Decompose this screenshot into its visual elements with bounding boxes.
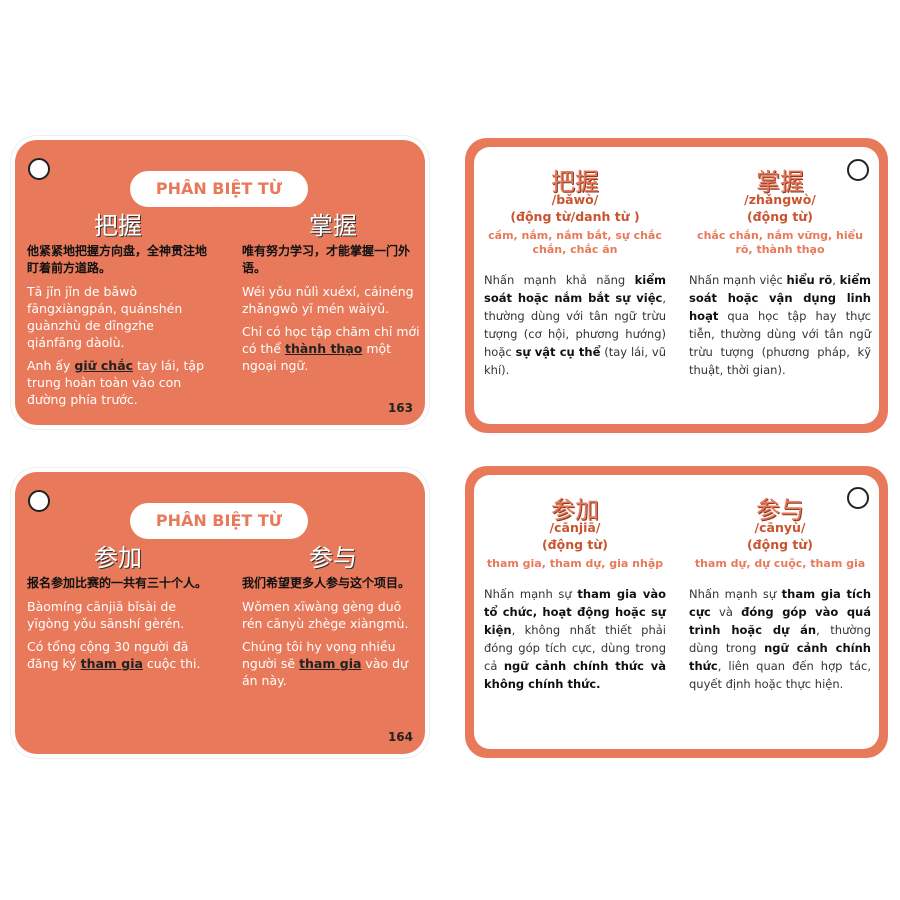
example-vietnamese: Chỉ có học tập chăm chỉ mới có thể thành… [242,323,424,374]
hanzi: 参与 [756,496,804,524]
text-run: Nhấn mạnh việc [689,273,787,287]
example-vietnamese: Chúng tôi hy vọng nhiều người sẽ tham gi… [242,638,424,689]
definition: Nhấn mạnh sự tham gia vào tổ chức, hoạt … [484,585,666,693]
badge: PHÂN BIỆT TỪ [130,171,308,207]
text-run: (tay lái, vũ khí). [484,345,666,377]
part-of-speech: (động từ) [541,537,609,552]
part-of-speech: (động từ/danh từ ) [510,209,640,224]
example-chinese: 唯有努力学习，才能掌握一门外语。 [242,244,411,275]
meaning: chắc chắn, nắm vững, hiểu rõ, thành thạo [697,229,863,256]
word-column: 参加报名参加比赛的一共有三十个人。 Bàomíng cānjiā bǐsài de… [27,544,209,678]
word-column: 把握/bǎwò/ (động từ/danh từ ) cầm, nắm, nắm … [484,168,666,379]
part-of-speech: (động từ) [746,209,814,224]
word-column: 掌握/zhǎngwò/ (động từ) chắc chắn, nắm vững,… [689,168,871,379]
pinyin: /cānyù/ [754,520,806,535]
pinyin: /zhǎngwò/ [744,192,816,207]
example-chinese: 报名参加比赛的一共有三十个人。 [27,576,208,590]
definition: Nhấn mạnh khả năng kiểm soát hoặc nắm bắ… [484,271,666,379]
word-column: 参与我们希望更多人参与这个项目。 Wǒmen xīwàng gèng duō ré… [242,544,424,695]
emphasis: kiểm soát hoặc vận dụng linh hoạt [689,273,871,323]
text-run: qua học tập hay thực tiễn, thường dùng v… [689,309,871,377]
emphasis: hiểu rõ [786,273,833,287]
punch-hole [28,490,50,512]
example-chinese: 他紧紧地把握方向盘，全神贯注地盯着前方道路。 [27,244,208,275]
emphasis: giữ chắc [74,358,134,373]
text-run: tay lái, tập trung hoàn toàn vào con đườ… [27,358,205,407]
card-number: 164 [387,730,413,744]
emphasis: ngữ cảnh chính thức [689,641,871,673]
hanzi: 掌握 [756,168,804,196]
text-run: cuộc thi. [142,656,201,671]
example-vietnamese: Có tổng cộng 30 người đã đăng ký tham gi… [27,638,209,672]
punch-hole [28,158,50,180]
emphasis: sự vật cụ thể [515,345,601,359]
text-run: , không nhất thiết phải đóng góp tích cự… [484,623,666,673]
card-inner: 把握/bǎwò/ (động từ/danh từ ) cầm, nắm, nắm … [474,147,879,424]
text-run: Nhấn mạnh sự [689,587,782,601]
word-column: 参与/cānyù/ (động từ) tham dự, dự cuộc, tham… [689,496,871,693]
text-run: , thường dùng trong [689,623,871,655]
hanzi: 参加 [94,544,142,572]
definition: Nhấn mạnh sự tham gia tích cực và đóng g… [689,585,871,693]
emphasis: tham gia [299,656,362,671]
punch-hole [847,159,869,181]
emphasis: tham gia tích cực [689,587,872,619]
text-run: Anh ấy [27,358,75,373]
emphasis: đóng góp vào quá trình hoặc dự án [689,605,871,637]
text-run: Chúng tôi hy vọng nhiều người sẽ [242,639,396,671]
text-run: , [832,273,840,287]
flashcard-back: 把握/bǎwò/ (động từ/danh từ ) cầm, nắm, nắm … [465,138,888,433]
emphasis: tham gia [80,656,143,671]
text-run: một ngoại ngữ. [242,341,392,373]
word-column: 掌握唯有努力学习，才能掌握一门外语。 Wéi yǒu nǔlì xuéxí, cá… [242,212,424,380]
example-pinyin: Tā jǐn jǐn de bǎwò fāngxiàngpán, quánshé… [27,284,183,350]
text-run: Nhấn mạnh sự [484,587,578,601]
text-run: , thường dùng với tân ngữ trừu tượng (cơ… [484,291,666,359]
text-run: , liên quan đến hợp tác, quyết định hoặc… [689,659,871,691]
emphasis: thành thạo [284,341,363,356]
meaning: cầm, nắm, nắm bắt, sự chắc chắn, chắc ăn [488,229,662,256]
part-of-speech: (động từ) [746,537,814,552]
flashcard-front: PHÂN BIỆT TỪ 把握他紧紧地把握方向盘，全神贯注地盯着前方道路。 Tā j… [15,140,425,425]
emphasis: kiểm soát hoặc nắm bắt sự việc [484,273,666,305]
example-pinyin: Bàomíng cānjiā bǐsài de yīgòng yǒu sānsh… [27,599,185,631]
definition: Nhấn mạnh việc hiểu rõ, kiểm soát hoặc v… [689,271,871,379]
card-number: 163 [387,401,413,415]
meaning: tham dự, dự cuộc, tham gia [694,557,866,570]
badge: PHÂN BIỆT TỪ [130,503,308,539]
text-run: Chỉ có học tập chăm chỉ mới có thể [242,324,420,356]
pinyin: /cānjiā/ [549,520,601,535]
word-column: 参加/cānjiā/ (động từ) tham gia, tham dự, gi… [484,496,666,693]
example-vietnamese: Anh ấy giữ chắc tay lái, tập trung hoàn … [27,357,209,408]
punch-hole [847,487,869,509]
pinyin: /bǎwò/ [551,192,599,207]
meaning: tham gia, tham dự, gia nhập [486,557,664,570]
text-run: Nhấn mạnh khả năng [484,273,635,287]
text-run: Có tổng cộng 30 người đã đăng ký [27,639,189,671]
example-pinyin: Wǒmen xīwàng gèng duō rén cānyù zhège xi… [242,599,409,631]
hanzi: 把握 [94,212,142,240]
hanzi: 参加 [551,496,599,524]
emphasis: tham gia vào tổ chức, hoạt động hoặc sự … [484,587,666,637]
example-pinyin: Wéi yǒu nǔlì xuéxí, cáinéng zhǎngwò yī m… [242,284,414,316]
word-column: 把握他紧紧地把握方向盘，全神贯注地盯着前方道路。 Tā jǐn jǐn de bǎ… [27,212,209,414]
example-chinese: 我们希望更多人参与这个项目。 [242,576,411,590]
flashcard-front: PHÂN BIỆT TỪ 参加报名参加比赛的一共有三十个人。 Bàomíng cān… [15,472,425,754]
text-run: vào dự án này. [242,656,408,688]
hanzi: 把握 [551,168,599,196]
emphasis: ngữ cảnh chính thức và không chính thức. [484,659,666,691]
flashcard-back: 参加/cānjiā/ (động từ) tham gia, tham dự, gi… [465,466,888,758]
card-inner: 参加/cānjiā/ (động từ) tham gia, tham dự, gi… [474,475,879,749]
hanzi: 掌握 [309,212,357,240]
text-run: và [710,605,742,619]
hanzi: 参与 [309,544,357,572]
